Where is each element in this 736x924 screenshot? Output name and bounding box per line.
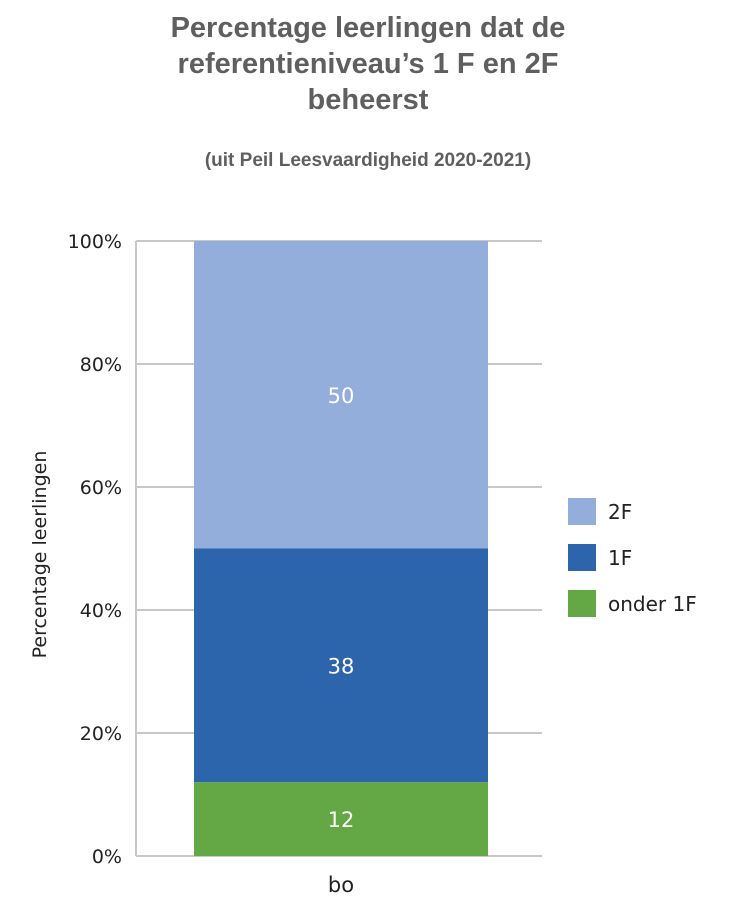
bar-segment bbox=[194, 548, 488, 783]
data-label: 50 bbox=[328, 384, 355, 408]
legend-swatch bbox=[568, 544, 596, 571]
bar-segments bbox=[194, 241, 488, 856]
legend: 2F 1F onder 1F bbox=[568, 498, 697, 617]
chart-title-line-1: Percentage leerlingen dat de bbox=[170, 12, 566, 44]
legend-swatch bbox=[568, 498, 596, 525]
y-tick-label: 80% bbox=[80, 354, 122, 376]
y-tick-labels: 0% 20% 40% 60% 80% 100% bbox=[68, 231, 122, 868]
y-axis-label: Percentage leerlingen bbox=[29, 451, 51, 659]
chart-title: Percentage leerlingen dat de referentien… bbox=[0, 10, 736, 118]
y-tick-label: 60% bbox=[80, 477, 122, 499]
chart-title-line-2: referentieniveau’s 1 F en 2F bbox=[177, 48, 559, 80]
data-label: 12 bbox=[328, 808, 355, 832]
chart-subtitle: (uit Peil Leesvaardigheid 2020-2021) bbox=[204, 150, 532, 171]
legend-swatch bbox=[568, 590, 596, 617]
y-tick-label: 40% bbox=[80, 600, 122, 622]
x-tick-labels: bo bbox=[328, 873, 354, 897]
legend-label: 1F bbox=[608, 546, 632, 570]
chart-title-line-3: beheerst bbox=[307, 84, 429, 116]
legend-label: 2F bbox=[608, 500, 632, 524]
data-labels: 12 38 50 bbox=[328, 384, 355, 832]
y-tick-label: 0% bbox=[92, 846, 122, 868]
y-tick-label: 100% bbox=[68, 231, 122, 253]
data-label: 38 bbox=[328, 654, 355, 678]
bar-segment bbox=[194, 782, 488, 856]
x-tick-label: bo bbox=[328, 873, 354, 897]
bar-segment bbox=[194, 241, 488, 549]
legend-label: onder 1F bbox=[608, 592, 697, 616]
y-tick-label: 20% bbox=[80, 723, 122, 745]
